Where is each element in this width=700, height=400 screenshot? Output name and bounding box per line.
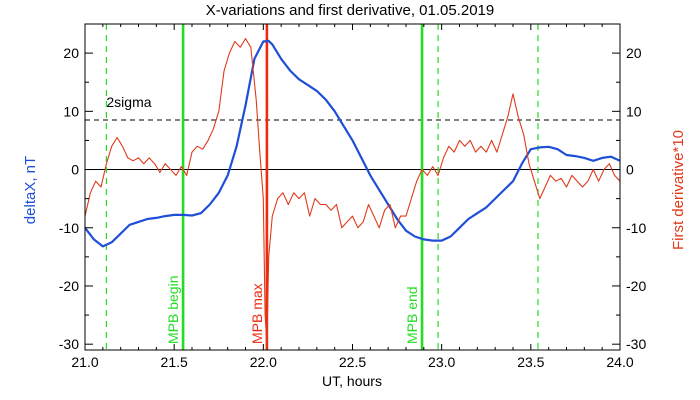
y-tick-label-right: -10: [626, 220, 646, 236]
deltax-series-line: [85, 39, 620, 248]
x-tick-label: 23.5: [517, 354, 544, 370]
event-marker-label: MPB begin: [165, 276, 181, 344]
x-tick-label: 21.0: [71, 354, 98, 370]
event-marker-label: MPB end: [404, 286, 420, 344]
y-tick-label-left: -30: [59, 336, 79, 352]
y-tick-label-left: -20: [59, 278, 79, 294]
threshold-label: 2sigma: [106, 94, 151, 110]
x-tick-label: 24.0: [606, 354, 633, 370]
y-tick-label-left: 10: [63, 103, 79, 119]
x-tick-label: 21.5: [161, 354, 188, 370]
y-tick-label-left: -10: [59, 220, 79, 236]
y-axis-label-left: deltaX, nT: [22, 156, 39, 224]
x-tick-label: 22.0: [250, 354, 277, 370]
y-tick-label-right: 20: [626, 45, 642, 61]
event-marker-label: MPB max: [249, 283, 265, 344]
x-tick-label: 22.5: [339, 354, 366, 370]
chart-title: X-variations and first derivative, 01.05…: [206, 2, 495, 19]
y-tick-label-left: 0: [71, 162, 79, 178]
event-marker-labels: MPB begin MPB max MPB end: [165, 276, 420, 344]
derivative-series-line: [85, 38, 620, 345]
event-markers: [105, 24, 539, 350]
y-tick-label-right: 0: [626, 162, 634, 178]
x-tick-label: 23.0: [428, 354, 455, 370]
series-lines: [85, 38, 620, 345]
reference-lines: [85, 119, 620, 171]
y-tick-label-left: 20: [63, 45, 79, 61]
y-tick-label-right: -20: [626, 278, 646, 294]
y-tick-label-right: -30: [626, 336, 646, 352]
y-tick-label-right: 10: [626, 103, 642, 119]
x-axis-label: UT, hours: [322, 373, 382, 389]
y-axis-label-right: First derivative*10: [670, 130, 687, 250]
axis-ticks: 21.0 21.5 22.0 22.5 23.0 23.5 24.0 -30 -30 -20 -20…: [59, 23, 646, 370]
